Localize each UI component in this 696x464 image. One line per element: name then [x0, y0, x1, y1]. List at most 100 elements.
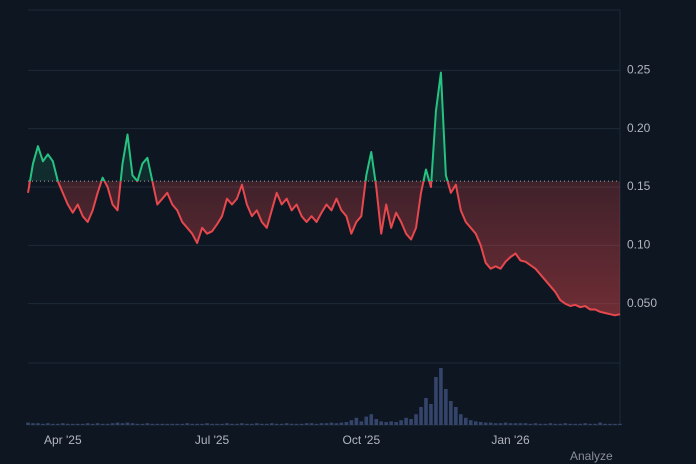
volume-bar	[264, 423, 269, 425]
volume-bar	[419, 407, 423, 425]
volume-bar	[424, 398, 428, 425]
volume-bar	[250, 423, 254, 425]
volume-bar	[339, 422, 344, 425]
volume-bar	[374, 419, 379, 425]
volume-bar	[588, 423, 592, 425]
volume-bar	[274, 423, 279, 425]
volume-bar	[399, 420, 403, 425]
volume-bar	[200, 423, 204, 425]
volume-bar	[563, 423, 568, 425]
volume-bar	[240, 423, 244, 425]
volume-bar	[255, 423, 259, 425]
volume-bar	[444, 389, 448, 425]
volume-bar	[100, 423, 105, 425]
volume-bar	[195, 423, 199, 425]
volume-bar	[185, 423, 189, 425]
volume-bar	[135, 423, 140, 425]
volume-bar	[314, 423, 319, 425]
y-tick-label: 0.25	[627, 63, 651, 77]
volume-bar	[120, 423, 125, 425]
volume-bar	[110, 423, 115, 425]
volume-bar	[309, 423, 314, 425]
volume-bar	[56, 423, 60, 425]
volume-bar	[304, 423, 309, 425]
volume-bar	[279, 423, 284, 425]
volume-bar	[409, 419, 413, 425]
x-tick-label: Oct '25	[342, 433, 380, 447]
volume-bar	[603, 423, 607, 425]
volume-bar	[319, 423, 324, 425]
volume-bar	[473, 421, 478, 425]
analyze-label: Analyze	[570, 449, 613, 463]
volume-bar	[180, 423, 185, 425]
x-tick-label: Jan '26	[491, 433, 530, 447]
y-tick-label: 0.050	[627, 296, 657, 310]
volume-bar	[598, 422, 602, 425]
volume-bar	[414, 414, 418, 425]
volume-bar	[220, 423, 224, 425]
volume-bar	[344, 422, 349, 425]
volume-bar	[105, 423, 110, 425]
volume-bar	[483, 422, 488, 425]
volume-bar	[538, 423, 543, 425]
volume-bar	[573, 423, 578, 425]
volume-bar	[205, 423, 209, 425]
volume-bar	[613, 423, 617, 425]
volume-bar	[329, 422, 334, 425]
volume-bar	[65, 423, 70, 425]
volume-bar	[488, 422, 493, 425]
volume-bar	[26, 422, 30, 425]
volume-bar	[324, 423, 329, 425]
volume-bar	[618, 423, 622, 425]
volume-bar	[269, 423, 274, 425]
volume-bar	[543, 423, 548, 425]
y-tick-label: 0.20	[627, 121, 651, 135]
volume-bar	[36, 423, 40, 425]
volume-bar	[463, 417, 468, 425]
volume-bar	[289, 423, 294, 425]
volume-bar	[558, 423, 563, 425]
volume-bar	[523, 423, 528, 425]
volume-bar	[394, 422, 398, 425]
volume-bar	[349, 420, 354, 425]
y-tick-label: 0.15	[627, 179, 651, 193]
volume-bar	[225, 423, 229, 425]
volume-bar	[528, 423, 533, 425]
volume-bar	[260, 423, 264, 425]
volume-bar	[115, 422, 120, 425]
volume-bar	[190, 423, 194, 425]
volume-bar	[70, 423, 75, 425]
volume-bar	[593, 423, 597, 425]
volume-bar	[85, 423, 90, 425]
line-down	[27, 181, 621, 317]
volume-bar	[90, 423, 95, 425]
volume-bar	[429, 404, 433, 425]
volume-bar	[284, 423, 289, 425]
volume-bar	[170, 423, 175, 425]
line-up	[28, 71, 449, 182]
volume-bar	[299, 423, 304, 425]
area-down	[28, 181, 620, 316]
volume-bar	[41, 423, 45, 425]
volume-bar	[379, 421, 384, 425]
volume-bar	[150, 423, 155, 425]
volume-bar	[160, 423, 165, 425]
volume-bar	[454, 407, 458, 425]
volume-bar	[449, 401, 453, 425]
volume-bar	[503, 422, 508, 425]
volume-bar	[175, 423, 180, 425]
x-tick-label: Jul '25	[195, 433, 230, 447]
volume-bar	[364, 416, 369, 425]
volume-bar	[578, 423, 583, 425]
volume-bar	[608, 423, 612, 425]
volume-bar	[434, 377, 438, 425]
volume-bar	[210, 423, 214, 425]
volume-bar	[165, 423, 170, 425]
volume-bar	[404, 417, 408, 425]
volume-bar	[130, 423, 135, 425]
volume-bar	[439, 368, 443, 425]
volume-bar	[359, 421, 364, 425]
volume-bar	[155, 423, 160, 425]
volume-bar	[548, 423, 553, 425]
